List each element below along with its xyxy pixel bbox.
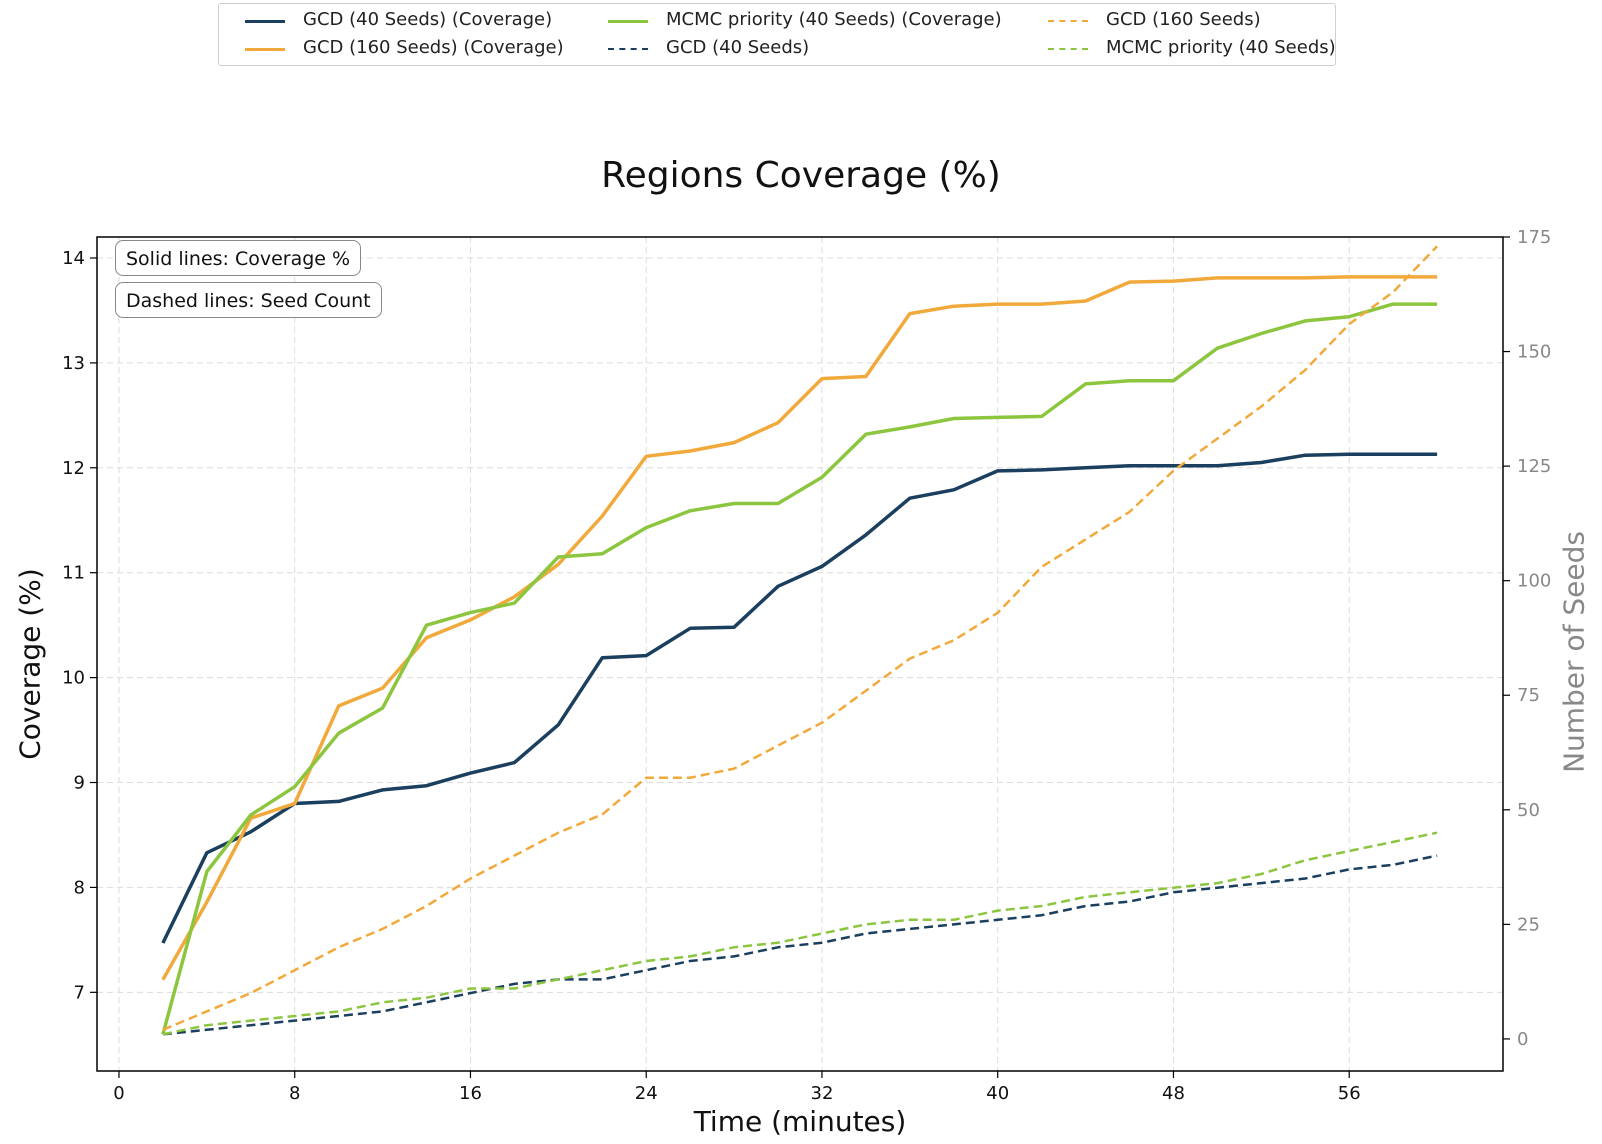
x-tick-label: 16 xyxy=(459,1083,482,1104)
x-axis-label: Time (minutes) xyxy=(693,1105,907,1138)
y-tick-label: 14 xyxy=(62,248,85,269)
series-line-0 xyxy=(161,452,1438,944)
chart-title: Regions Coverage (%) xyxy=(601,155,1001,196)
series-line-4 xyxy=(162,245,1439,1031)
legend-label: GCD (40 Seeds) (Coverage) xyxy=(303,9,553,30)
legend-swatch-gcd40-seeds xyxy=(608,48,648,50)
note-solid-lines: Solid lines: Coverage % xyxy=(115,240,362,276)
legend-label: MCMC priority (40 Seeds) xyxy=(1106,37,1336,58)
y-tick-label: 7 xyxy=(74,982,85,1003)
legend-label: GCD (160 Seeds) xyxy=(1106,9,1261,30)
series-line-3 xyxy=(162,854,1438,1036)
y2-tick-label: 150 xyxy=(1517,342,1551,363)
legend-label: MCMC priority (40 Seeds) (Coverage) xyxy=(666,9,1002,30)
y-tick-label: 13 xyxy=(62,353,85,374)
y-tick-label: 8 xyxy=(74,877,85,898)
series-line-5 xyxy=(162,831,1438,1036)
series-line-2 xyxy=(161,302,1438,1035)
y-tick-label: 12 xyxy=(62,458,85,479)
x-tick-label: 32 xyxy=(811,1083,834,1104)
x-tick-label: 56 xyxy=(1338,1083,1361,1104)
legend-swatch-mcmc-seeds xyxy=(1048,48,1088,50)
y2-tick-label: 50 xyxy=(1517,800,1540,821)
series-line-1 xyxy=(161,275,1438,981)
y-tick-label: 11 xyxy=(62,563,85,584)
legend-swatch-gcd40-coverage xyxy=(245,20,285,23)
x-tick-label: 0 xyxy=(113,1083,124,1104)
legend-label: GCD (160 Seeds) (Coverage) xyxy=(303,37,564,58)
y2-tick-label: 25 xyxy=(1517,914,1540,935)
y2-tick-label: 75 xyxy=(1517,685,1540,706)
y2-tick-label: 125 xyxy=(1517,456,1551,477)
x-tick-label: 24 xyxy=(635,1083,658,1104)
y2-tick-label: 175 xyxy=(1517,227,1551,248)
legend-swatch-gcd160-coverage xyxy=(245,48,285,51)
legend-swatch-mcmc-coverage xyxy=(608,20,648,23)
legend-swatch-gcd160-seeds xyxy=(1048,20,1088,22)
x-tick-label: 48 xyxy=(1162,1083,1185,1104)
x-tick-label: 8 xyxy=(289,1083,300,1104)
y2-tick-label: 0 xyxy=(1517,1029,1528,1050)
note-dashed-lines: Dashed lines: Seed Count xyxy=(115,282,382,318)
y2-tick-label: 100 xyxy=(1517,571,1551,592)
y-tick-label: 10 xyxy=(62,668,85,689)
legend-label: GCD (40 Seeds) xyxy=(666,37,810,58)
plot-frame xyxy=(96,236,1504,1072)
x-tick-label: 40 xyxy=(986,1083,1009,1104)
chart-legend: GCD (40 Seeds) (Coverage) GCD (160 Seeds… xyxy=(218,3,1336,66)
y-tick-label: 9 xyxy=(74,773,85,794)
